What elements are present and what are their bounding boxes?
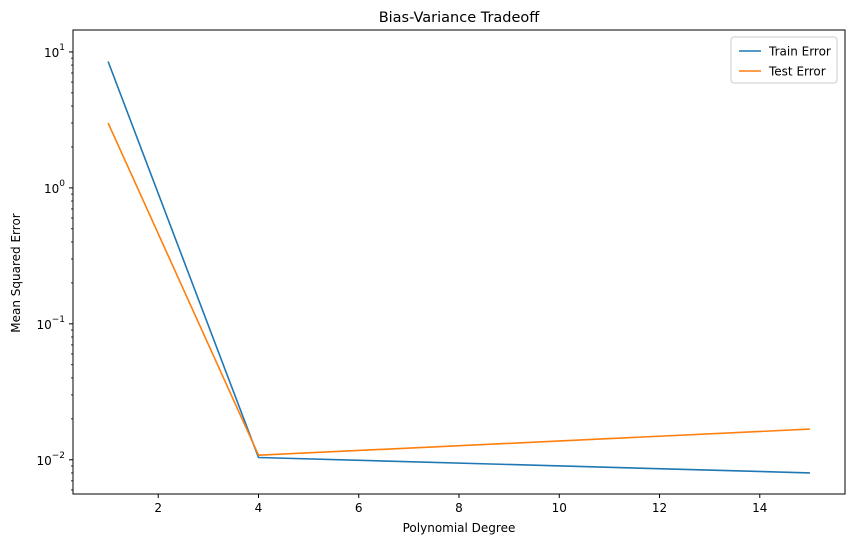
- x-tick-label: 8: [455, 501, 463, 515]
- y-axis-label: Mean Squared Error: [9, 213, 23, 333]
- chart-title: Bias-Variance Tradeoff: [379, 10, 541, 26]
- series-lines: [107, 61, 810, 474]
- x-tick-label: 2: [154, 501, 162, 515]
- x-tick-label: 6: [355, 501, 363, 515]
- legend: Train Error Test Error: [730, 36, 838, 84]
- plot-frame: [72, 29, 846, 495]
- x-tick-label: 4: [255, 501, 263, 515]
- x-tick-label: 14: [752, 501, 767, 515]
- x-tick-label: 12: [652, 501, 667, 515]
- series-line-test-error: [107, 122, 810, 457]
- series-line-train-error: [107, 61, 810, 474]
- legend-label: Train Error: [768, 45, 831, 59]
- x-axis-label: Polynomial Degree: [403, 521, 516, 535]
- x-tick-label: 10: [552, 501, 567, 515]
- legend-label: Test Error: [768, 65, 826, 79]
